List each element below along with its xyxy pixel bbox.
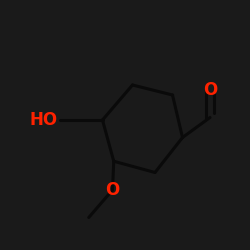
Text: HO: HO [30,111,58,129]
Text: O: O [106,181,120,199]
Text: O: O [203,81,217,99]
